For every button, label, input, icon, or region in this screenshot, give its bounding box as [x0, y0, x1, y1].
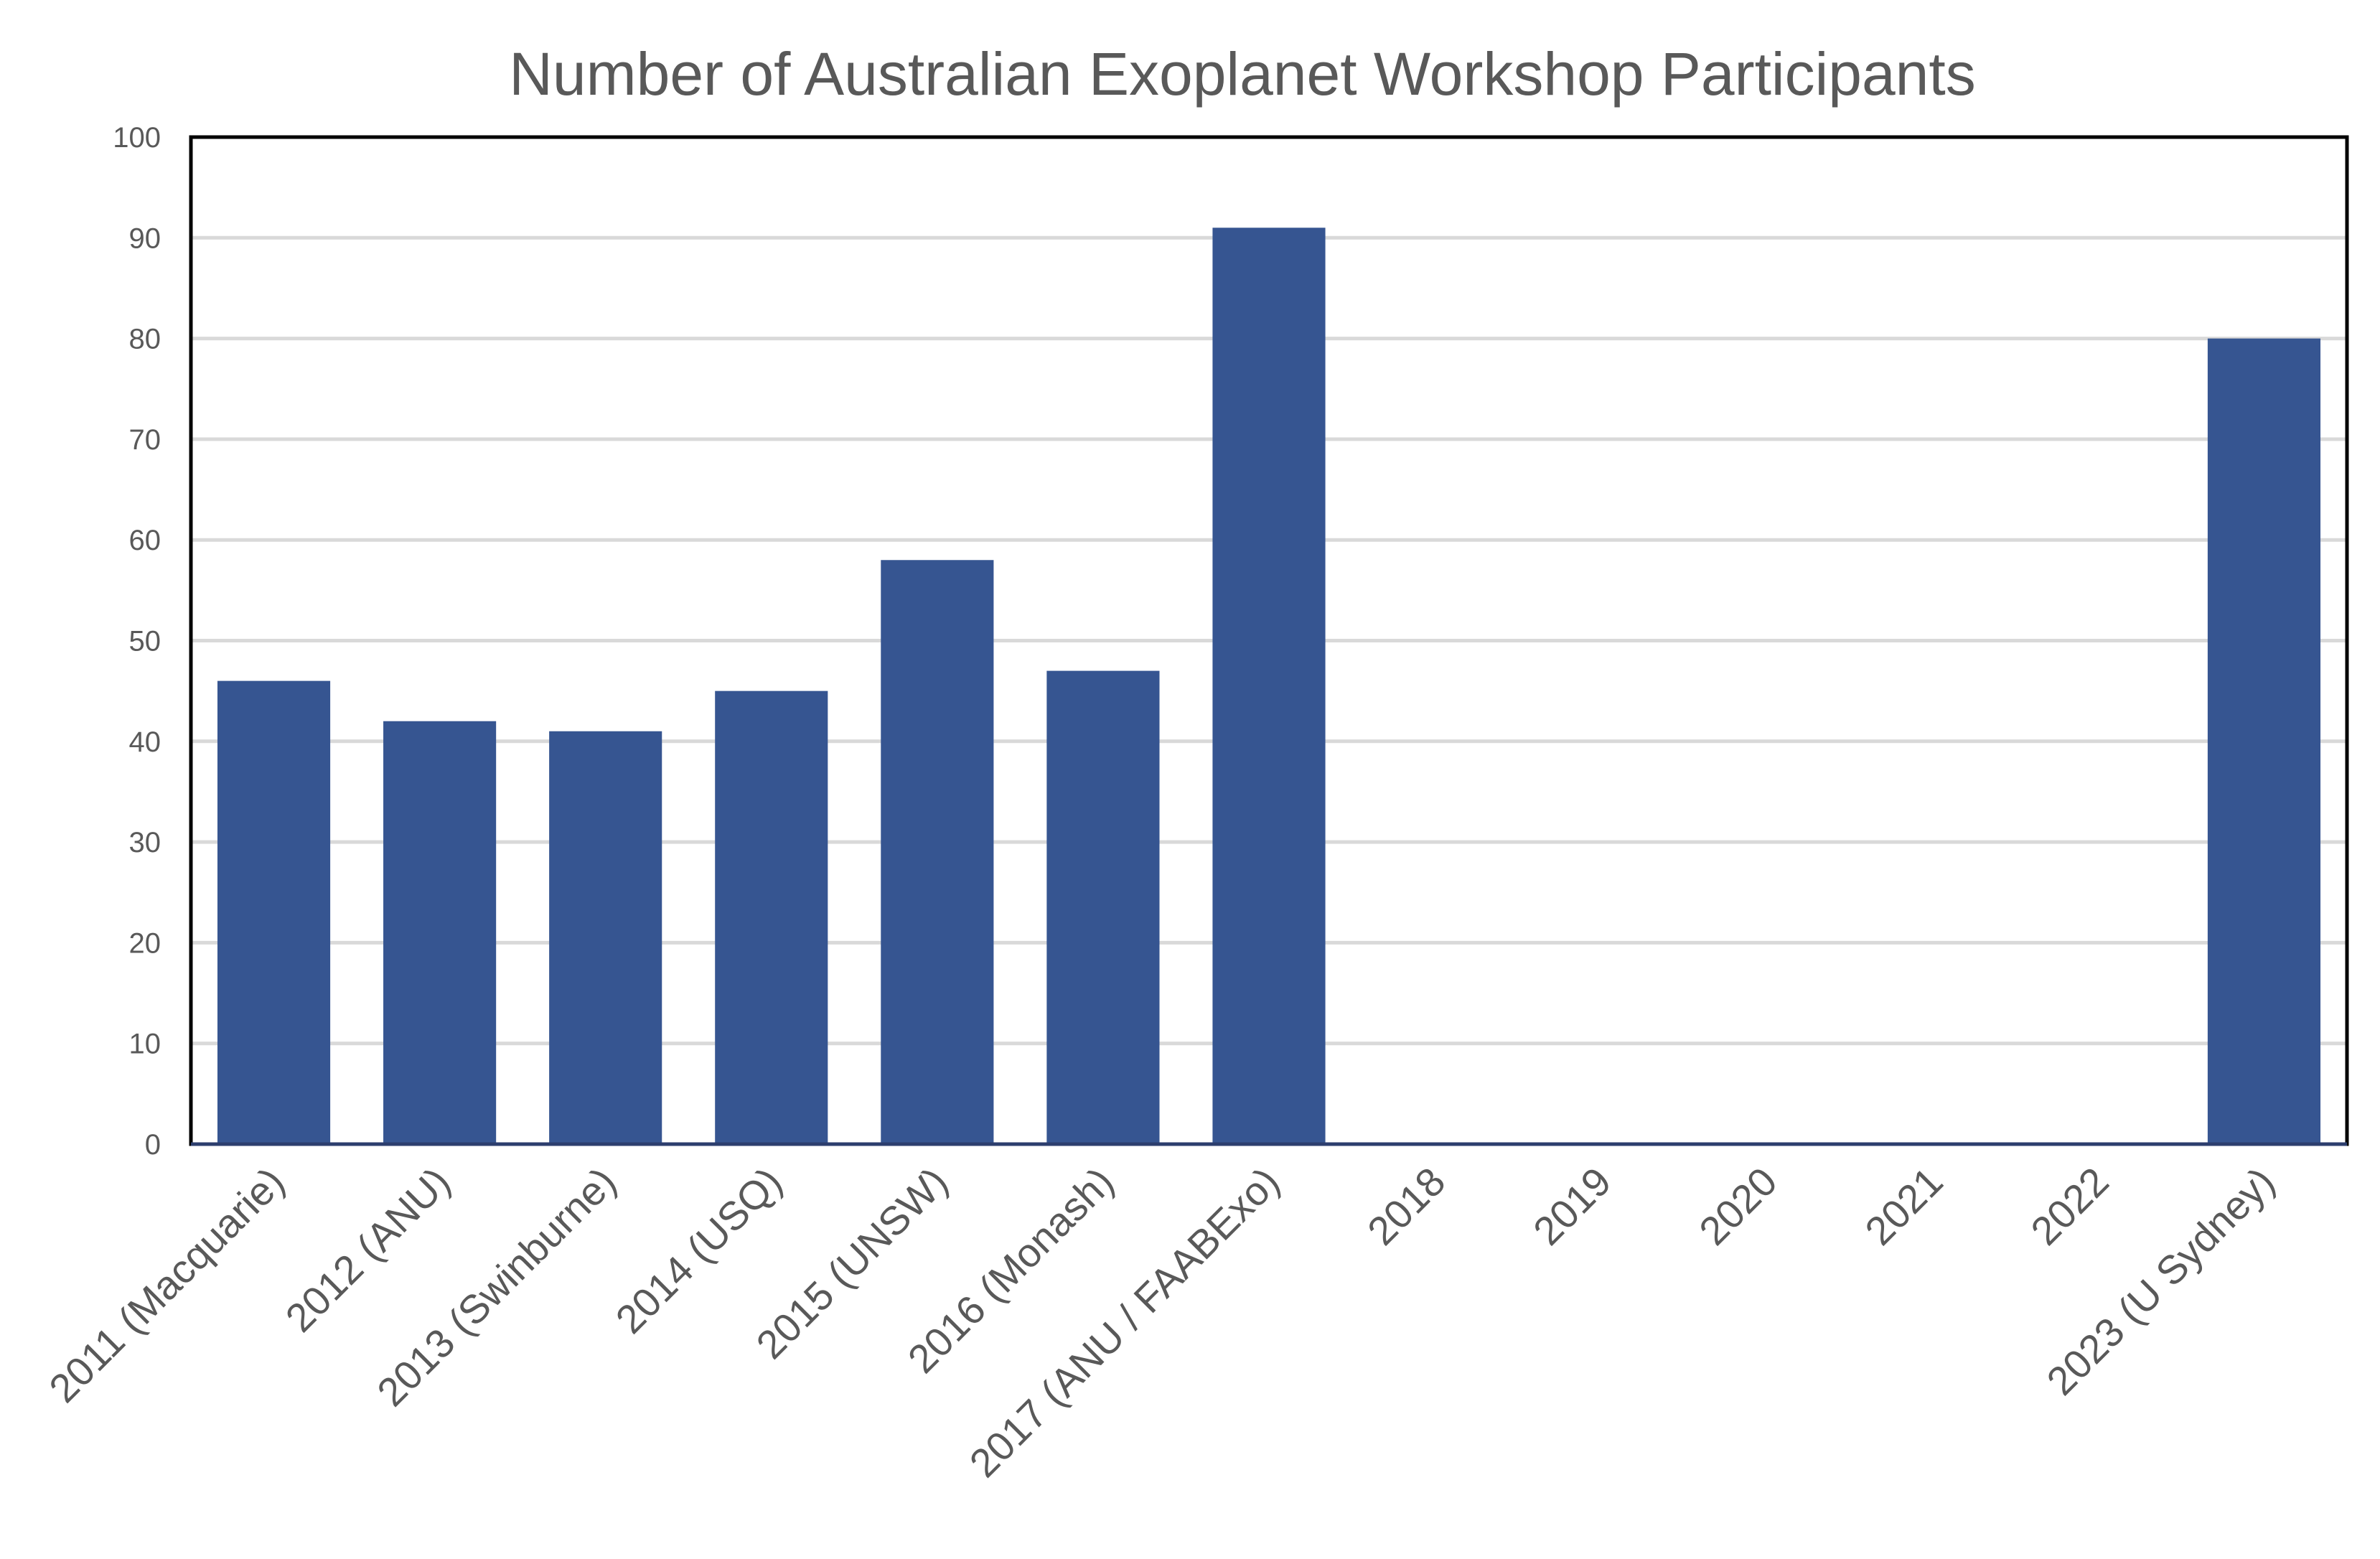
y-tick-label-40: 40	[129, 726, 161, 758]
x-tick-label-9: 2020	[1690, 1158, 1786, 1254]
bar-12	[2207, 338, 2321, 1145]
y-tick-label-70: 70	[129, 424, 161, 456]
x-tick-label-3: 2014 (USQ)	[606, 1158, 790, 1342]
y-tick-label-80: 80	[129, 324, 161, 355]
bar-0	[217, 680, 331, 1144]
plot-frame	[189, 135, 2349, 1146]
bar-2	[549, 731, 662, 1144]
y-tick-label-90: 90	[129, 223, 161, 254]
y-tick-label-50: 50	[129, 626, 161, 657]
bar-1	[383, 721, 497, 1144]
x-tick-label-6: 2017 (ANU / FAABExo)	[960, 1158, 1288, 1486]
bar-5	[1046, 670, 1160, 1144]
x-tick-label-7: 2018	[1359, 1158, 1454, 1254]
y-tick-label-0: 0	[145, 1129, 161, 1161]
x-tick-label-0: 2011 (Macquarie)	[40, 1158, 293, 1411]
x-tick-label-10: 2021	[1856, 1158, 1952, 1254]
y-axis: 0 10 20 30 40 50 60 70 80 90 100	[113, 122, 161, 1161]
x-tick-label-1: 2012 (ANU)	[276, 1158, 459, 1341]
x-tick-label-8: 2019	[1524, 1158, 1620, 1254]
y-tick-label-100: 100	[113, 122, 161, 154]
y-tick-label-30: 30	[129, 827, 161, 858]
x-axis: 2011 (Macquarie)2012 (ANU)2013 (Swinburn…	[40, 1158, 2283, 1486]
bars	[217, 228, 2321, 1145]
x-tick-label-11: 2022	[2022, 1158, 2117, 1254]
chart-title: Number of Australian Exoplanet Workshop …	[509, 40, 1975, 108]
y-tick-label-20: 20	[129, 927, 161, 959]
y-tick-label-60: 60	[129, 525, 161, 556]
bar-4	[881, 560, 994, 1144]
y-tick-label-10: 10	[129, 1029, 161, 1060]
bar-3	[715, 690, 828, 1144]
bar-6	[1212, 228, 1326, 1144]
